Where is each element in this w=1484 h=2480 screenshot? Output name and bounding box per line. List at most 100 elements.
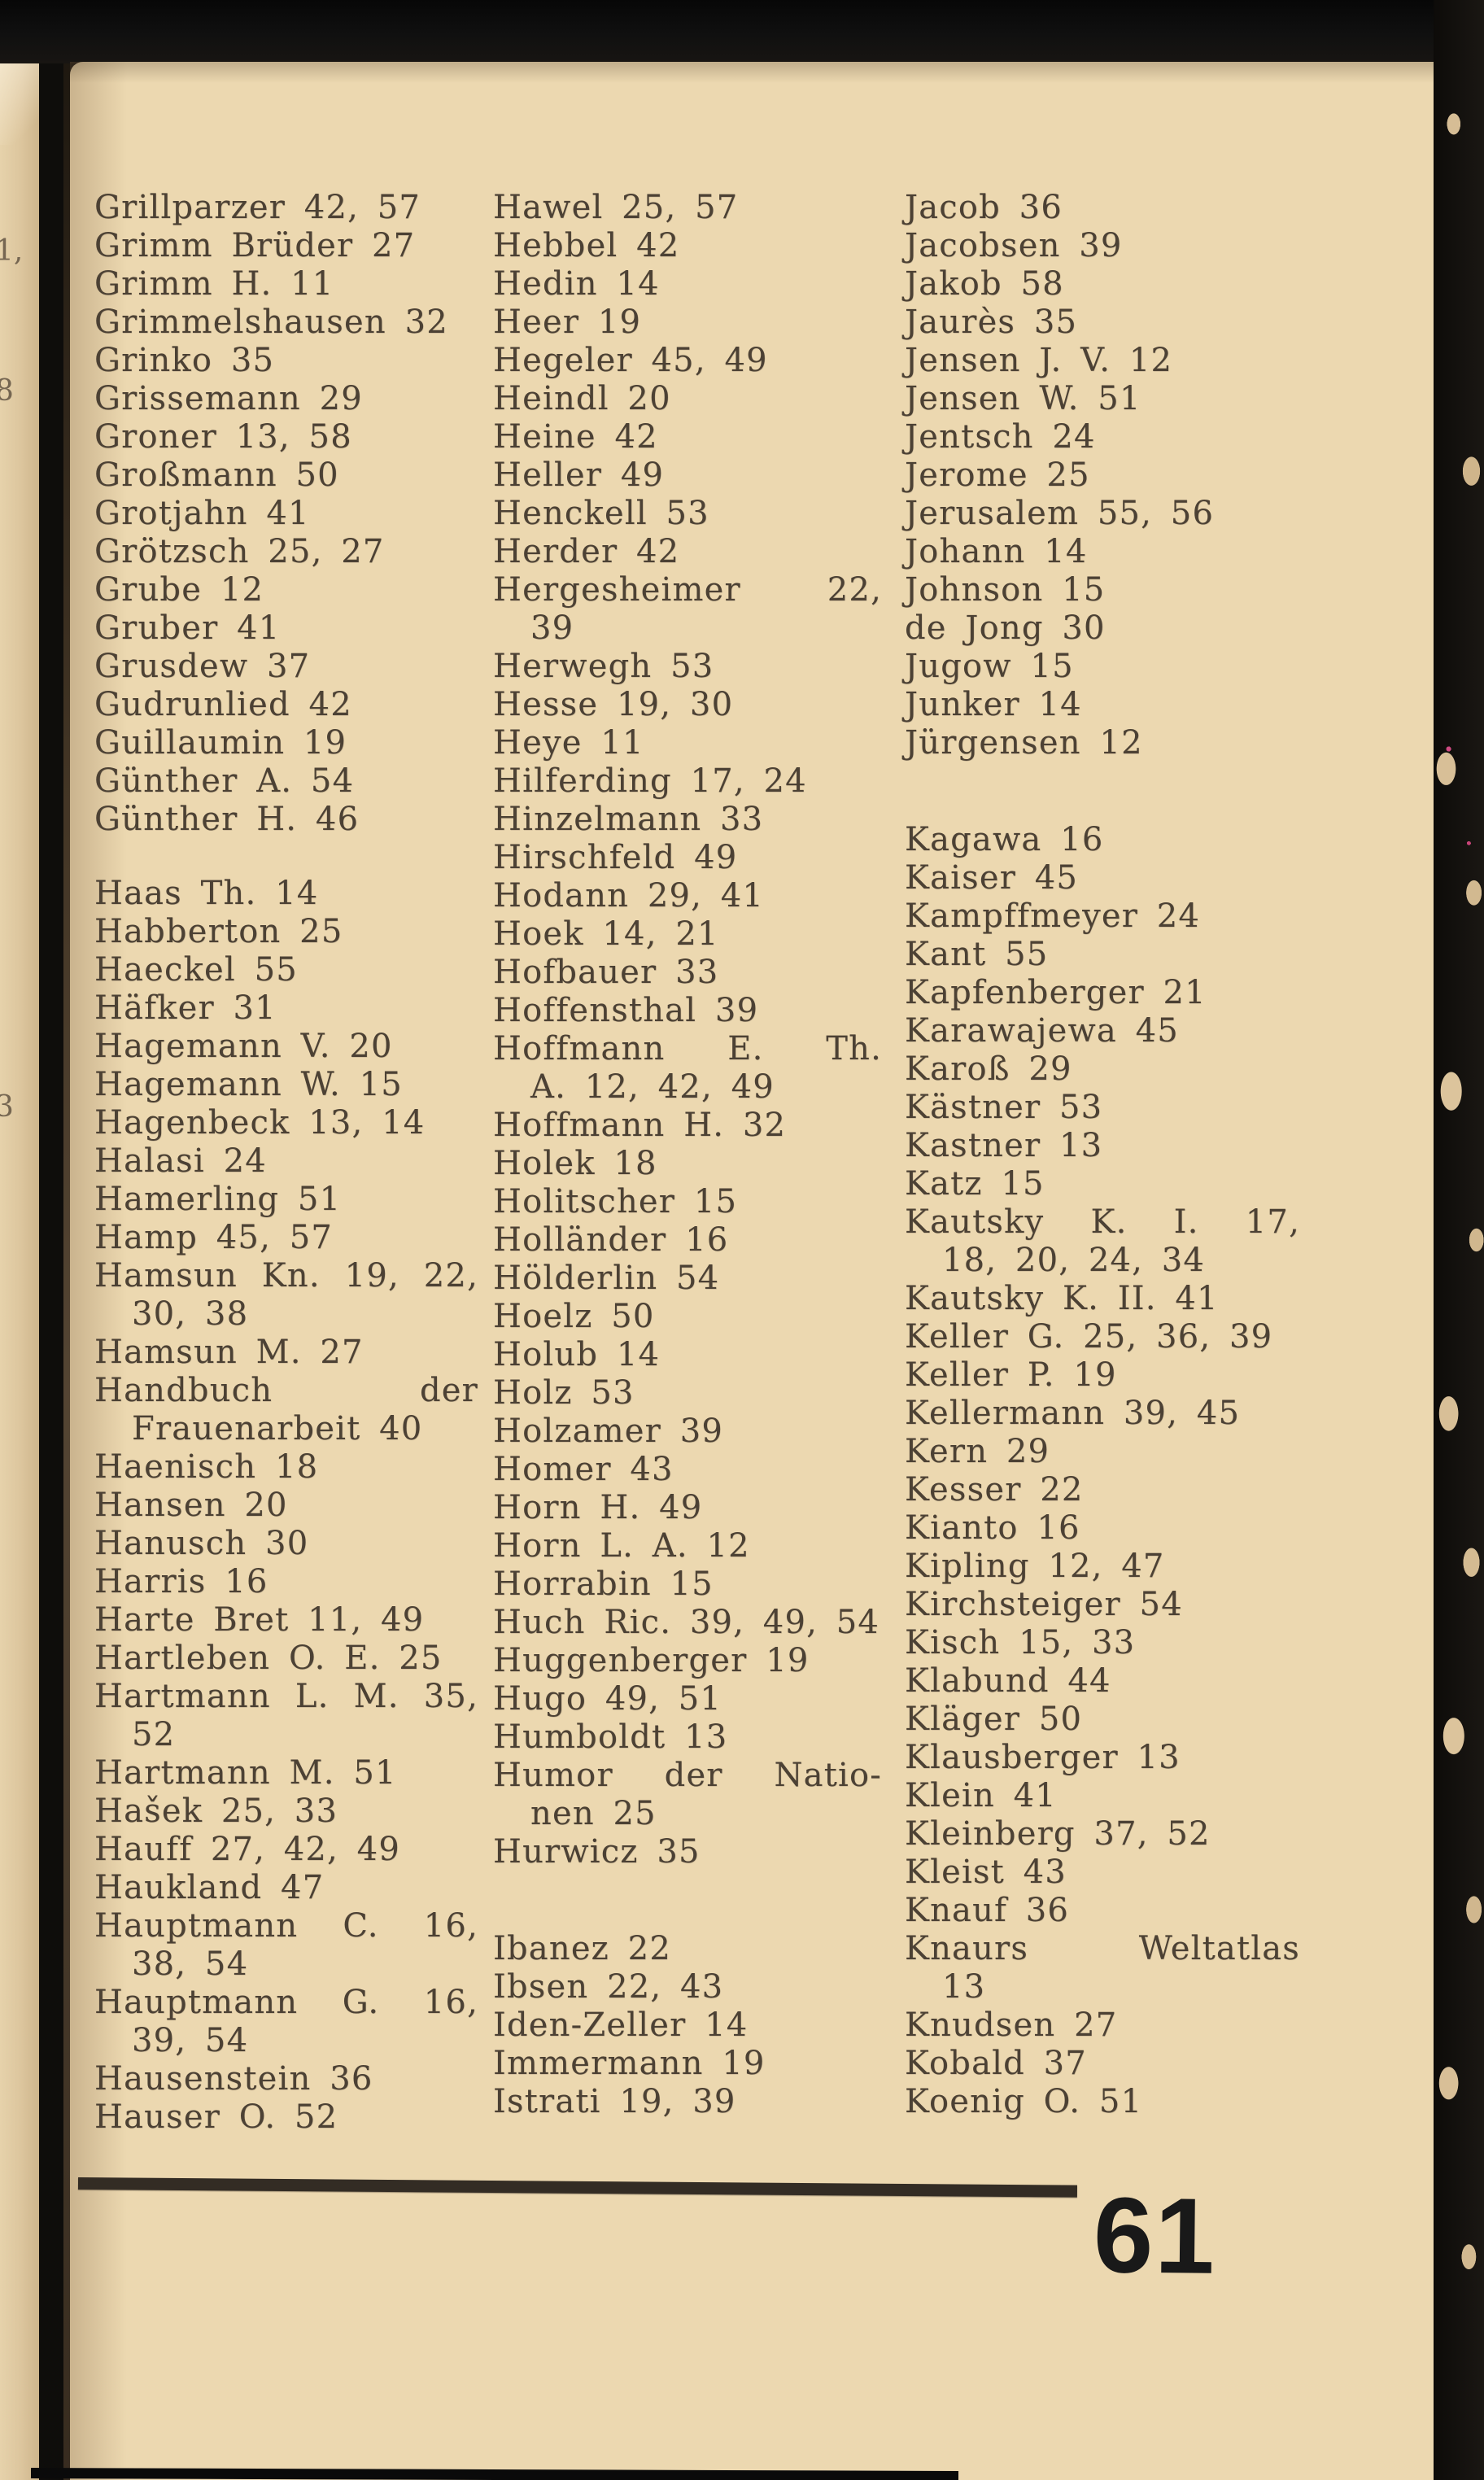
index-entry-line: Kern 29	[905, 1433, 1050, 1470]
book-page-paper: Grillparzer 42, 57 Grimm Brüder 27 Grimm H…	[70, 62, 1437, 2480]
index-entry-line: Grotjahn 41	[94, 495, 310, 532]
book-cover-marbled-edge	[1434, 0, 1484, 2480]
index-entry-line: 39	[530, 609, 574, 647]
index-entry-line: Jensen J. V. 12	[905, 342, 1173, 379]
index-entry-line: Istrati 19, 39	[493, 2083, 736, 2120]
index-entry-line: Heller 49	[493, 456, 665, 494]
index-entry-line: Hagemann V. 20	[94, 1028, 393, 1065]
index-entry-line: Huch Ric. 39, 49, 54	[493, 1604, 880, 1641]
index-entry-line: Junker 14	[905, 686, 1082, 723]
index-entry-line: Häfker 31	[94, 989, 277, 1027]
index-entry-line: Hebbel 42	[493, 227, 680, 264]
index-entry-line: Hoek 14, 21	[493, 915, 719, 953]
index-entry-line: Haeckel 55	[94, 951, 298, 989]
index-entry-line: Hegeler 45, 49	[493, 342, 768, 379]
index-entry-line: Hamerling 51	[94, 1181, 342, 1218]
book-cover-top-edge	[0, 0, 1484, 63]
index-entry-line: Grimm Brüder 27	[94, 227, 416, 264]
index-entry-line: Harte Bret 11, 49	[94, 1601, 425, 1639]
page-number: 61	[1093, 2175, 1217, 2296]
index-entry-line: Hilferding 17, 24	[493, 762, 807, 800]
index-entry-line: Günther A. 54	[94, 762, 355, 800]
page-gutter-fold	[63, 63, 70, 2480]
index-entry-line: Gudrunlied 42	[94, 686, 352, 723]
index-entry-line: Kaiser 45	[905, 859, 1079, 897]
index-entry-line: Kellermann 39, 45	[905, 1395, 1241, 1432]
index-entry-line: Kapfenberger 21	[905, 974, 1207, 1011]
index-entry-line: Hodann 29, 41	[493, 877, 765, 915]
index-entry-line: Harris 16	[94, 1563, 268, 1600]
index-entry-line: nen 25	[530, 1795, 657, 1832]
index-entry-line: Knaurs Weltatlas	[905, 1930, 1300, 1967]
index-entry-line: Ibsen 22, 43	[493, 1968, 724, 2006]
index-entry-line: Ibanez 22	[493, 1930, 671, 1967]
index-entry-line: Habberton 25	[94, 913, 343, 950]
index-entry-line: Hoffmann H. 32	[493, 1107, 787, 1144]
index-entry-line: Horrabin 15	[493, 1565, 714, 1603]
index-entry-line: 38, 54	[132, 1945, 249, 1983]
index-entry-line: Iden-Zeller 14	[493, 2006, 749, 2044]
index-entry-line: Halasi 24	[94, 1142, 267, 1180]
index-entry-line: Hausenstein 36	[94, 2060, 373, 2098]
index-entry-line: Hoffmann E. Th.	[493, 1030, 882, 1068]
index-entry-line: Hartleben O. E. 25	[94, 1640, 443, 1677]
index-entry-line: A. 12, 42, 49	[530, 1068, 775, 1106]
index-entry-line: Hauser O. 52	[94, 2098, 338, 2136]
index-entry-line: Kleinberg 37, 52	[905, 1815, 1211, 1853]
index-entry-line: Haenisch 18	[94, 1448, 319, 1486]
index-entry-line: Knudsen 27	[905, 2006, 1118, 2044]
index-entry-line: Jensen W. 51	[905, 380, 1141, 417]
index-entry-line: Hauff 27, 42, 49	[94, 1831, 400, 1868]
index-entry-line: Kläger 50	[905, 1701, 1083, 1738]
index-entry-line: Horn H. 49	[493, 1489, 703, 1526]
index-entry-line: Hirschfeld 49	[493, 839, 738, 876]
index-entry-line: Handbuch der	[94, 1372, 478, 1409]
index-entry-line: Klabund 44	[905, 1662, 1111, 1700]
index-entry-line: Hugo 49, 51	[493, 1680, 722, 1718]
index-entry-line: Horn L. A. 12	[493, 1527, 750, 1565]
index-entry-line: Kisch 15, 33	[905, 1624, 1136, 1661]
index-entry-line: Hamsun Kn. 19, 22,	[94, 1257, 478, 1295]
index-entry-line: Hartmann M. 51	[94, 1754, 397, 1792]
previous-page-edge: 1, 8 3	[0, 63, 39, 2480]
index-entry-line: Kirchsteiger 54	[905, 1586, 1183, 1623]
index-entry-line: Kipling 12, 47	[905, 1548, 1165, 1585]
index-entry-line: Hagemann W. 15	[94, 1066, 403, 1103]
index-entry-line: Hagenbeck 13, 14	[94, 1104, 426, 1142]
page-edge-fragment: 1,	[0, 234, 24, 268]
index-entry-line: Holek 18	[493, 1145, 657, 1182]
index-entry-line: Humor der Natio-	[493, 1757, 882, 1794]
index-entry-line: Homer 43	[493, 1451, 674, 1488]
index-entry-line: Jerusalem 55, 56	[905, 495, 1215, 532]
index-column-3: Jacob 36 Jacobsen 39 Jakob 58 Jaurès 35 Jens…	[905, 189, 1300, 2121]
index-entry-line: Klein 41	[905, 1777, 1057, 1814]
index-entry-line: 52	[132, 1716, 176, 1753]
index-entry-line: Grusdew 37	[94, 648, 311, 685]
index-column-2: Hawel 25, 57 Hebbel 42 Hedin 14 Heer 19 Hege…	[493, 189, 882, 2121]
index-entry-line: Grissemann 29	[94, 380, 363, 417]
index-entry-line: Kastner 13	[905, 1127, 1103, 1164]
index-entry-line: Knauf 36	[905, 1892, 1070, 1929]
index-entry-line: de Jong 30	[905, 609, 1106, 647]
index-entry-line: Herder 42	[493, 533, 680, 570]
index-entry-line: Holitscher 15	[493, 1183, 738, 1220]
page-edge-fragment: 3	[0, 1090, 14, 1124]
index-entry-line: Kautsky K. II. 41	[905, 1280, 1219, 1317]
index-entry-line: Hofbauer 33	[493, 954, 719, 991]
index-entry-line: Hurwicz 35	[493, 1833, 701, 1871]
index-entry-line: Jacob 36	[905, 189, 1063, 226]
index-entry-line: Hamsun M. 27	[94, 1334, 364, 1371]
index-entry-line: Grötzsch 25, 27	[94, 533, 385, 570]
index-entry-line: Hartmann L. M. 35,	[94, 1678, 478, 1715]
index-entry-line: Großmann 50	[94, 456, 339, 494]
index-entry-line: 39, 54	[132, 2022, 249, 2059]
index-entry-line: Jacobsen 39	[905, 227, 1123, 264]
index-entry-line: Grimm H. 11	[94, 265, 334, 303]
index-entry-line: Katz 15	[905, 1165, 1045, 1203]
index-entry-line: Klausberger 13	[905, 1739, 1181, 1776]
index-entry-line: Jakob 58	[905, 265, 1064, 303]
index-entry-line: Kant 55	[905, 936, 1049, 973]
index-entry-line: Johann 14	[905, 533, 1088, 570]
index-entry-line: Grinko 35	[94, 342, 275, 379]
